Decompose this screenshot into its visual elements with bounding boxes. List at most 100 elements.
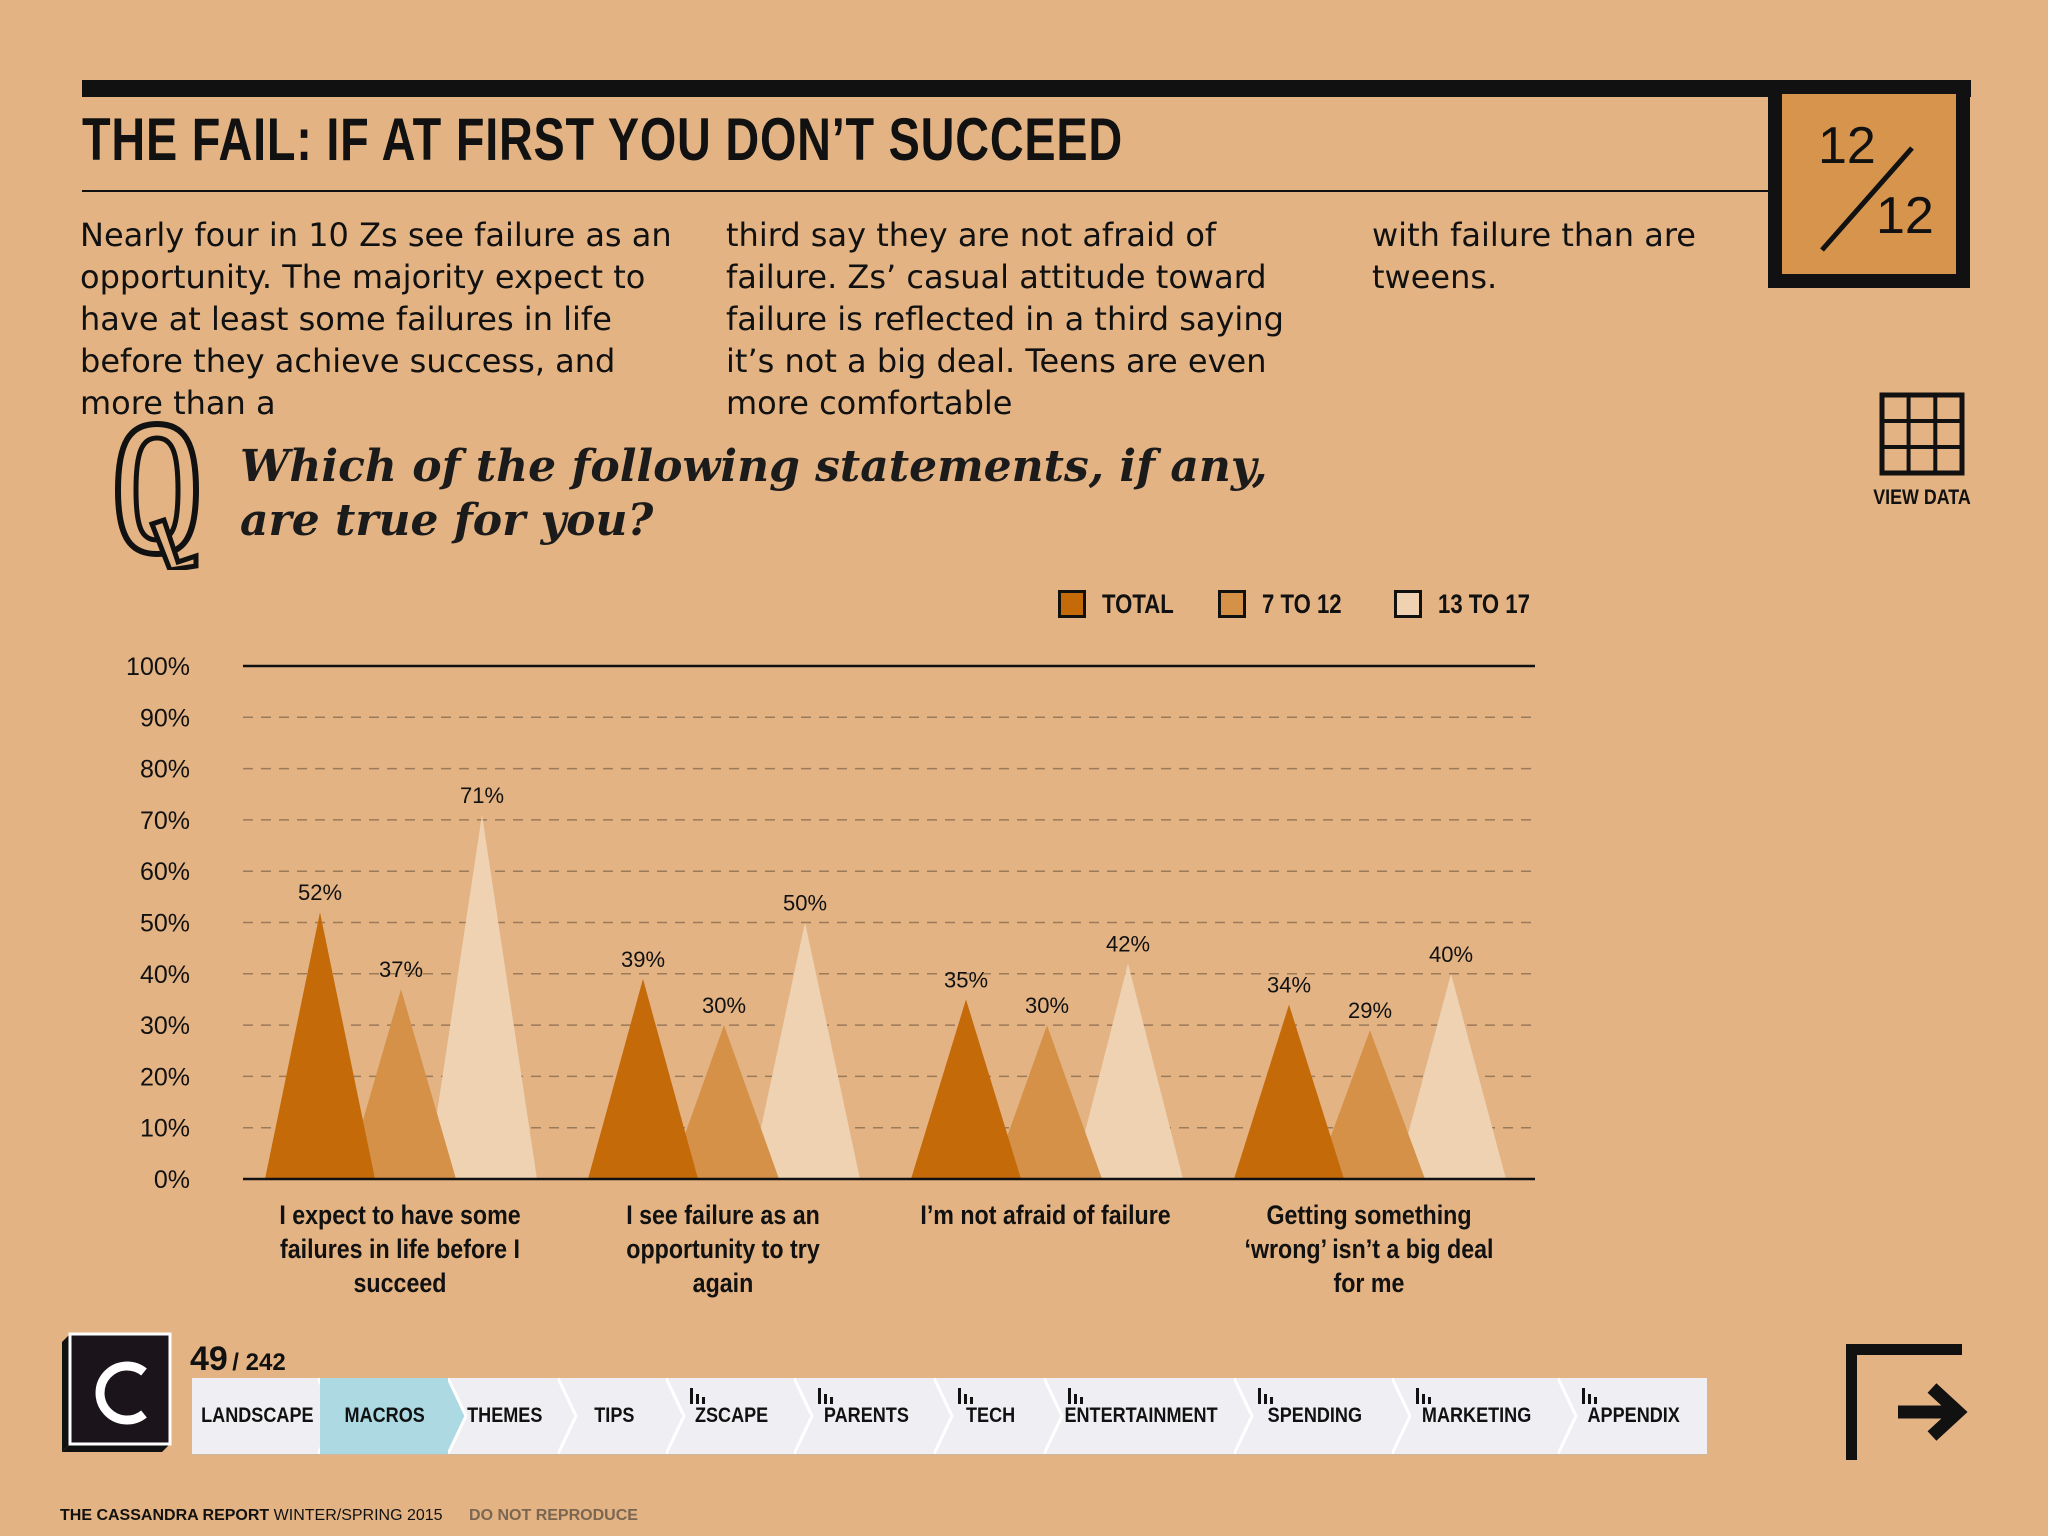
y-tick-label: 0% bbox=[154, 1166, 190, 1194]
data-label: 42% bbox=[1106, 932, 1150, 957]
y-tick-label: 40% bbox=[140, 961, 190, 989]
nav-item-label: MACROS bbox=[344, 1404, 426, 1427]
nav-item-label: LANDSCAPE bbox=[201, 1404, 314, 1427]
question-text: Which of the following statements, if an… bbox=[240, 441, 1268, 546]
triangle-mark bbox=[1073, 963, 1183, 1179]
table-grid-icon bbox=[1879, 392, 1965, 476]
nav-item-label: SPENDING bbox=[1267, 1404, 1363, 1427]
nav-item-tips[interactable]: TIPS bbox=[560, 1378, 668, 1454]
section-page-badge: 12 12 bbox=[1768, 80, 1970, 288]
nav-item-parents[interactable]: PARENTS bbox=[796, 1378, 936, 1454]
data-label: 30% bbox=[702, 993, 746, 1018]
nav-separator-chevron bbox=[448, 1378, 468, 1454]
nav-item-label: MARKETING bbox=[1422, 1404, 1532, 1427]
nav-item-themes[interactable]: THEMES bbox=[450, 1378, 560, 1454]
triangle-mark bbox=[265, 912, 375, 1179]
triangle-mark bbox=[1234, 1004, 1344, 1179]
bar-chart-icon bbox=[1068, 1388, 1083, 1404]
y-tick-label: 10% bbox=[140, 1115, 190, 1143]
triangle-mark bbox=[669, 1025, 779, 1179]
y-tick-label: 90% bbox=[140, 704, 190, 732]
triangle-mark bbox=[346, 989, 456, 1179]
bar-chart-icon bbox=[958, 1388, 973, 1404]
question-q-icon bbox=[114, 420, 200, 570]
legend-label-13-to-17: 13 TO 17 bbox=[1438, 589, 1530, 619]
nav-item-zscape[interactable]: ZSCAPE bbox=[668, 1378, 796, 1454]
triangle-mark bbox=[427, 814, 537, 1179]
legend-swatch-7-to-12 bbox=[1218, 590, 1246, 618]
data-label: 50% bbox=[783, 891, 827, 916]
nav-item-entertainment[interactable]: ENTERTAINMENT bbox=[1046, 1378, 1236, 1454]
triangle-mark bbox=[911, 999, 1021, 1179]
intro-text-column-3: with failure than are tweens. bbox=[1372, 216, 1696, 296]
legend-label-total: TOTAL bbox=[1102, 589, 1174, 619]
nav-item-label: APPENDIX bbox=[1587, 1404, 1680, 1427]
page-counter: 49 / 242 bbox=[190, 1340, 286, 1379]
data-label: 35% bbox=[944, 967, 988, 992]
nav-item-label: ENTERTAINMENT bbox=[1064, 1404, 1218, 1427]
data-label: 29% bbox=[1348, 998, 1392, 1023]
next-page-arrow-icon[interactable] bbox=[1846, 1344, 1976, 1464]
bar-chart-icon bbox=[1582, 1388, 1597, 1404]
footer-edition: WINTER/SPRING 2015 bbox=[269, 1507, 443, 1524]
page-current: 49 bbox=[190, 1340, 228, 1378]
footer-credit: THE CASSANDRA REPORT WINTER/SPRING 2015 … bbox=[60, 1507, 638, 1525]
nav-separator-chevron bbox=[1558, 1378, 1578, 1454]
y-tick-label: 80% bbox=[140, 756, 190, 784]
y-tick-label: 30% bbox=[140, 1012, 190, 1040]
intro-text-column-1: Nearly four in 10 Zs see failure as an o… bbox=[80, 216, 672, 422]
bar-chart-icon bbox=[818, 1388, 833, 1404]
nav-item-marketing[interactable]: MARKETING bbox=[1394, 1378, 1560, 1454]
y-tick-label: 20% bbox=[140, 1063, 190, 1091]
nav-item-label: TECH bbox=[966, 1404, 1016, 1427]
y-tick-label: 60% bbox=[140, 858, 190, 886]
legend-label-7-to-12: 7 TO 12 bbox=[1262, 589, 1342, 619]
triangle-mark bbox=[992, 1025, 1102, 1179]
footer-notice: DO NOT REPRODUCE bbox=[469, 1507, 638, 1524]
legend-swatch-total bbox=[1058, 590, 1086, 618]
triangle-mark bbox=[588, 978, 698, 1179]
y-tick-label: 70% bbox=[140, 807, 190, 835]
title-divider bbox=[82, 190, 1772, 192]
view-data-button[interactable]: VIEW DATA bbox=[1862, 392, 1982, 510]
footer-brand: THE CASSANDRA REPORT bbox=[60, 1507, 270, 1524]
triangle-mark bbox=[1315, 1030, 1425, 1179]
nav-item-label: PARENTS bbox=[823, 1404, 909, 1427]
header-rule bbox=[82, 80, 1971, 97]
nav-item-landscape[interactable]: LANDSCAPE bbox=[192, 1378, 320, 1454]
y-tick-label: 50% bbox=[140, 910, 190, 938]
nav-item-label: THEMES bbox=[467, 1404, 543, 1427]
badge-slash-icon bbox=[1820, 146, 1914, 252]
nav-separator-chevron bbox=[1392, 1378, 1412, 1454]
page-total: / 242 bbox=[232, 1349, 286, 1376]
legend-swatch-13-to-17 bbox=[1394, 590, 1422, 618]
bar-chart-icon bbox=[1258, 1388, 1273, 1404]
data-label: 40% bbox=[1429, 942, 1473, 967]
nav-item-macros[interactable]: MACROS bbox=[320, 1378, 450, 1454]
badge-current-number: 12 bbox=[1818, 117, 1876, 175]
nav-separator-chevron bbox=[794, 1378, 814, 1454]
badge-total-number: 12 bbox=[1876, 187, 1934, 245]
view-data-label: VIEW DATA bbox=[1873, 486, 1971, 509]
category-label-expect-failures: I expect to have some failures in life b… bbox=[279, 1200, 521, 1298]
data-label: 39% bbox=[621, 947, 665, 972]
page-title: THE FAIL: IF AT FIRST YOU DON’T SUCCEED bbox=[82, 106, 1123, 173]
section-nav-bar: LANDSCAPE MACROS THEMES TIPS ZSCAPE PARENTS TE… bbox=[192, 1378, 1707, 1454]
triangle-mark bbox=[750, 922, 860, 1179]
nav-item-appendix[interactable]: APPENDIX bbox=[1560, 1378, 1707, 1454]
triangle-mark bbox=[1396, 973, 1506, 1179]
bar-chart-icon bbox=[1416, 1388, 1431, 1404]
nav-separator-chevron bbox=[558, 1378, 578, 1454]
bar-chart-icon bbox=[690, 1388, 705, 1404]
nav-separator-chevron bbox=[1044, 1378, 1064, 1454]
cassandra-logo-icon bbox=[62, 1332, 172, 1452]
nav-item-label: TIPS bbox=[593, 1404, 635, 1427]
nav-item-tech[interactable]: TECH bbox=[936, 1378, 1046, 1454]
y-tick-label: 100% bbox=[126, 653, 190, 681]
category-label-not-afraid: I’m not afraid of failure bbox=[920, 1200, 1172, 1230]
data-label: 52% bbox=[298, 880, 342, 905]
category-label-wrong-not-big-deal: Getting something ‘wrong’ isn’t a big de… bbox=[1244, 1200, 1494, 1298]
nav-item-spending[interactable]: SPENDING bbox=[1236, 1378, 1394, 1454]
data-label: 30% bbox=[1025, 993, 1069, 1018]
intro-text-column-2: third say they are not afraid of failure… bbox=[726, 216, 1284, 422]
